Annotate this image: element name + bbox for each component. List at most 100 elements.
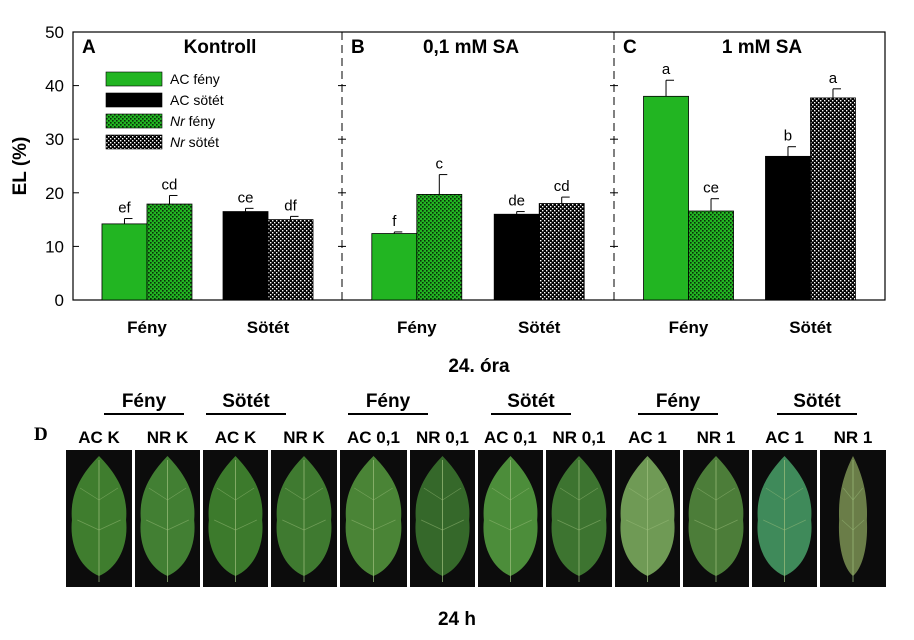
significance-letter: cd [554,178,570,195]
leaf-label: AC 0,1 [347,428,400,447]
y-tick-label: 20 [45,184,64,203]
legend-swatch [105,71,163,87]
leaf-icon [688,456,744,582]
time-caption: 24 h [437,609,477,630]
leaf-label: NR 1 [696,428,736,447]
plot-frame [72,31,886,301]
panel-letter: B [351,37,365,58]
panel-letter-d: D [34,424,48,445]
y-tick-label: 0 [55,291,64,310]
legend-label-suffix: sötét [185,134,219,150]
leaf-icon [483,456,538,582]
leaf-icon [551,456,607,582]
bar [222,211,269,301]
leaf-label: NR 0,1 [416,428,469,447]
x-tick-label: Fény [397,318,437,337]
photo-group-label: Sötét [793,391,841,412]
significance-letter: ce [703,180,719,197]
significance-letter: b [784,128,792,145]
bar [538,203,585,301]
bar [493,213,540,301]
photo-group-label: Sötét [507,391,555,412]
legend-label-prefix: AC [170,92,189,108]
bar [101,223,148,301]
photo-group-label: Sötét [222,391,270,412]
legend-label: Nr sötét [170,134,219,150]
legend-swatch [105,134,163,150]
leaf-photo [135,450,200,587]
y-tick-label: 30 [45,130,64,149]
leaf-icon [208,456,263,582]
leaf-photo-panel: D Fény Sötét Fény Sötét Fény Sötét AC K NR K … [0,388,914,640]
leaf-label: NR 0,1 [552,428,606,447]
leaf-photo [271,450,337,587]
photo-group-label: Fény [655,391,701,412]
leaf-photo [546,450,612,587]
leaf-photo [66,450,132,587]
photo-group-underline [777,413,857,415]
legend-swatch [105,113,163,129]
bar [643,95,689,301]
bar [267,219,314,301]
bar [765,155,811,301]
leaf-label: NR K [146,428,189,447]
legend-label-suffix: fény [185,113,215,129]
leaf-label: AC K [78,428,120,447]
photo-group-underline [104,413,184,415]
panel-letter: C [623,37,637,58]
legend-label-prefix: Nr [170,134,186,150]
y-axis-label: EL (%) [10,137,31,196]
significance-letter: f [392,213,397,230]
bar [810,97,856,301]
significance-letter: ef [118,200,131,217]
significance-letter: df [284,197,297,214]
leaf-photo [752,450,817,587]
bar [688,210,734,301]
leaf-label: AC 1 [765,428,804,447]
leaf-photo [820,450,886,587]
photo-group-underline [206,413,286,415]
panel-title: 0,1 mM SA [423,37,519,58]
y-tick-label: 10 [45,237,64,256]
significance-letter: a [829,70,838,87]
significance-letter: a [662,61,671,78]
leaf-icon [140,456,195,582]
legend-label-prefix: AC [170,71,189,87]
panel-title: 1 mM SA [722,37,803,58]
panel-letter: A [82,37,96,58]
significance-letter: de [508,193,525,210]
leaf-icon [276,456,332,582]
photo-group-label: Fény [121,391,167,412]
photo-group-underline [638,413,718,415]
legend-label: Nr fény [170,113,215,129]
leaf-icon [838,456,868,582]
legend-label-prefix: Nr [170,113,186,129]
x-tick-label: Fény [669,318,709,337]
significance-letter: ce [238,189,254,206]
significance-letter: cd [162,176,178,193]
leaf-photo [478,450,543,587]
panel-title: Kontroll [184,37,257,58]
x-tick-label: Fény [127,318,167,337]
leaf-photo [615,450,680,587]
leaf-icon [71,456,127,582]
leaf-label: AC 1 [628,428,667,447]
legend-label-suffix: fény [189,71,219,87]
legend-label: AC sötét [170,92,224,108]
leaf-label: AC 0,1 [484,428,537,447]
y-tick-label: 40 [45,77,64,96]
x-axis-label: 24. óra [448,356,510,377]
x-tick-label: Sötét [247,318,290,337]
leaf-icon [620,456,675,582]
el-bar-chart: 0 10 20 30 40 50 EL (%) A Kontroll Fény ef cd Sötét c… [10,23,886,377]
photo-group-underline [348,413,428,415]
leaf-label: NR K [283,428,325,447]
photo-group-underline [491,413,571,415]
leaf-icon [757,456,812,582]
significance-letter: c [436,156,444,173]
x-tick-label: Sötét [789,318,832,337]
legend-swatch [105,92,163,108]
bar [371,233,418,301]
leaf-label: NR 1 [833,428,873,447]
leaf-photo [340,450,407,587]
